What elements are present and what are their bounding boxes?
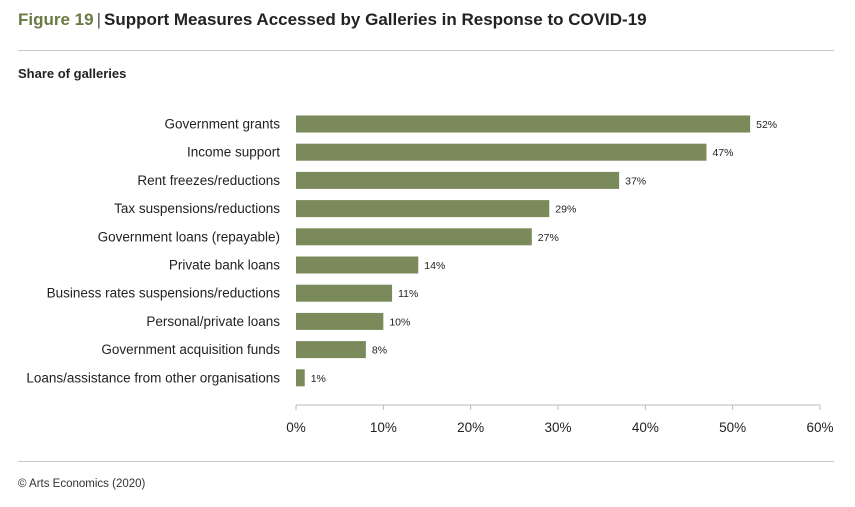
value-label: 37% [625, 175, 646, 187]
value-label: 14% [424, 260, 445, 272]
value-label: 8% [372, 345, 387, 357]
copyright-footer: © Arts Economics (2020) [18, 478, 146, 490]
value-label: 27% [538, 232, 559, 244]
top-divider [18, 50, 834, 51]
value-label: 29% [555, 204, 576, 216]
bar [296, 284, 393, 302]
category-label: Government acquisition funds [101, 342, 280, 357]
value-label: 47% [712, 147, 733, 159]
value-label: 1% [311, 373, 326, 385]
value-label: 52% [756, 119, 777, 131]
x-tick-label: 10% [370, 420, 397, 435]
chart-title: Support Measures Accessed by Galleries i… [104, 10, 647, 29]
category-label: Government loans (repayable) [98, 229, 280, 244]
bar [296, 228, 532, 246]
x-tick-label: 40% [632, 420, 659, 435]
category-label: Income support [187, 145, 280, 160]
bottom-divider [18, 461, 834, 462]
category-label: Rent freezes/reductions [137, 173, 280, 188]
bar [296, 369, 305, 387]
bar [296, 200, 550, 218]
bar [296, 312, 384, 330]
bar [296, 256, 419, 274]
category-label: Government grants [164, 117, 280, 132]
x-tick-label: 20% [457, 420, 484, 435]
bar [296, 341, 366, 359]
value-label: 11% [398, 288, 418, 300]
figure-header: Figure 19 | Support Measures Accessed by G… [18, 10, 647, 30]
category-label: Private bank loans [169, 258, 280, 273]
chart-subtitle: Share of galleries [18, 66, 127, 81]
category-label: Tax suspensions/reductions [114, 201, 280, 216]
figure-number: Figure 19 [18, 10, 94, 29]
figure-separator: | [96, 10, 102, 29]
category-label: Personal/private loans [146, 314, 280, 329]
category-label: Business rates suspensions/reductions [47, 286, 281, 301]
x-tick-label: 50% [719, 420, 746, 435]
bar [296, 171, 620, 189]
category-label: Loans/assistance from other organisation… [26, 370, 280, 385]
bar [296, 115, 751, 133]
value-label: 10% [389, 316, 410, 328]
x-tick-label: 30% [544, 420, 571, 435]
bar [296, 143, 707, 161]
x-tick-label: 0% [286, 420, 306, 435]
x-tick-label: 60% [806, 420, 833, 435]
